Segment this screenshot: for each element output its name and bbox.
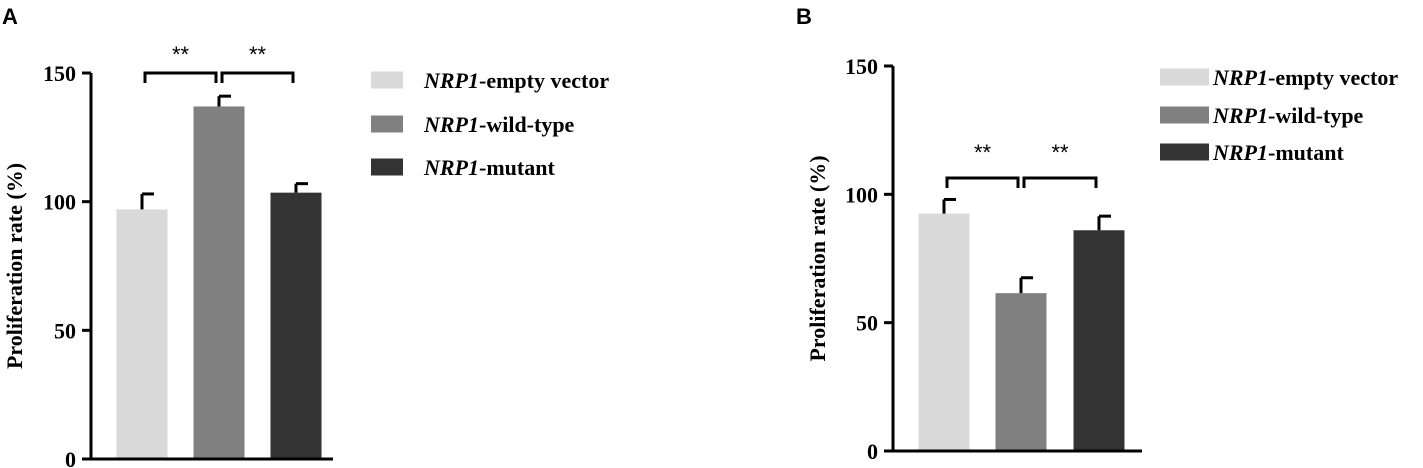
- significance-label: **: [1051, 140, 1069, 165]
- panel-label-a: A: [2, 4, 18, 29]
- significance-label: **: [974, 140, 992, 165]
- legend-swatch: [1160, 68, 1209, 86]
- y-tick-label: 150: [43, 61, 76, 86]
- bar-wild-type: [995, 293, 1047, 450]
- significance-bracket: [945, 176, 1020, 188]
- y-tick-label: 100: [43, 190, 76, 215]
- legend-condition: -mutant: [479, 155, 555, 180]
- legend-label: NRP1-wild-type: [423, 112, 575, 137]
- legend-label: NRP1-empty vector: [1212, 65, 1398, 90]
- legend-label: NRP1-mutant: [423, 155, 555, 180]
- legend-condition: -mutant: [1268, 140, 1344, 165]
- legend-condition: -empty vector: [1268, 65, 1398, 90]
- y-axis-label: Proliferation rate (%): [2, 163, 27, 369]
- legend-condition: -wild-type: [479, 112, 575, 137]
- bar-mutant: [1073, 230, 1125, 450]
- legend-swatch: [1160, 143, 1209, 161]
- legend-swatch: [371, 158, 403, 176]
- panel-a: A 0 50 100 150 Proliferation rate (%) ** ** NRP…: [2, 4, 609, 468]
- legend-gene-name: NRP1: [423, 112, 479, 137]
- legend-condition: -wild-type: [1268, 103, 1364, 128]
- legend-condition: -empty vector: [479, 68, 609, 93]
- y-tick-label: 0: [867, 439, 878, 464]
- legend-label: NRP1-mutant: [1212, 140, 1344, 165]
- y-tick-label: 0: [65, 447, 76, 468]
- legend-label: NRP1-empty vector: [423, 68, 609, 93]
- legend-gene-name: NRP1: [1212, 65, 1268, 90]
- bar-empty-vector: [116, 209, 168, 458]
- y-tick-label: 50: [856, 311, 878, 336]
- bar-mutant: [270, 192, 322, 458]
- significance-bracket: [220, 71, 295, 83]
- panel-label-b: B: [796, 4, 812, 29]
- legend-label: NRP1-wild-type: [1212, 103, 1364, 128]
- y-tick-label: 100: [845, 182, 878, 207]
- y-axis-label: Proliferation rate (%): [805, 155, 830, 361]
- significance-bracket: [1022, 176, 1098, 188]
- legend-gene-name: NRP1: [423, 68, 479, 93]
- legend-swatch: [1160, 106, 1209, 124]
- panel-b: B 0 50 100 150 Proliferation rate (%) ** ** NRP…: [796, 4, 1398, 464]
- significance-label: **: [249, 42, 267, 67]
- significance-label: **: [172, 42, 190, 67]
- bar-wild-type: [193, 106, 245, 458]
- significance-bracket: [143, 71, 218, 83]
- legend-swatch: [371, 71, 403, 89]
- y-tick-label: 50: [54, 318, 76, 343]
- legend-swatch: [371, 115, 403, 133]
- y-tick-label: 150: [845, 54, 878, 79]
- legend-gene-name: NRP1: [423, 155, 479, 180]
- bar-empty-vector: [918, 213, 970, 450]
- legend-gene-name: NRP1: [1212, 140, 1268, 165]
- legend-gene-name: NRP1: [1212, 103, 1268, 128]
